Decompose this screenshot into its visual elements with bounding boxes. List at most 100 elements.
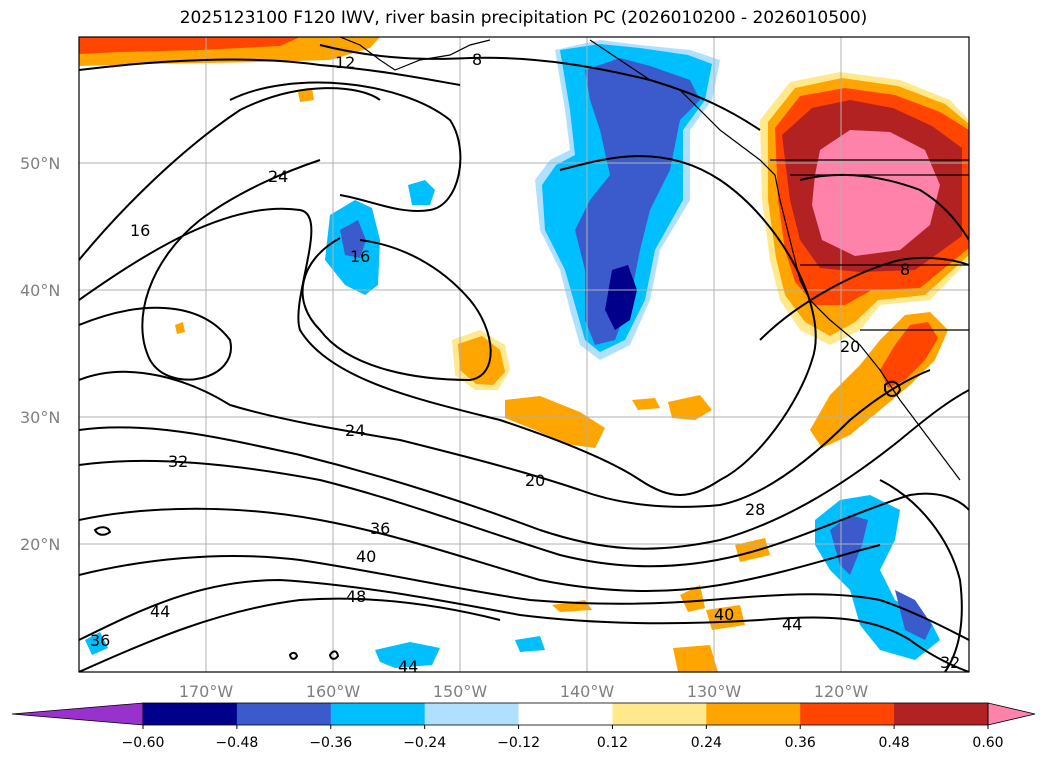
shade-orange-10 [298, 88, 314, 102]
shade-orange-1b [458, 336, 505, 385]
contour-label-20: 20 [525, 471, 545, 490]
colorbar-segment [424, 703, 520, 725]
shade-bottom-cyan-1 [375, 642, 440, 668]
colorbar-segment [518, 703, 613, 725]
lon-label-160w: 160°W [306, 682, 361, 701]
colorbar-segment [612, 703, 707, 725]
shade-orange-7 [706, 605, 745, 630]
contour-label-8b: 8 [900, 260, 910, 279]
contour-32 [79, 460, 969, 568]
contour-16-inner [301, 237, 492, 382]
contour-36 [79, 507, 881, 593]
contour-upper-loop [229, 81, 462, 212]
colorbar-extend-high [987, 702, 1036, 726]
colorbar-tick-label: 0.24 [691, 735, 722, 751]
iwv-contours [79, 44, 969, 672]
contour-24 [79, 159, 321, 381]
colorbar-segment [800, 703, 895, 725]
contour-sm-2 [288, 651, 299, 660]
shade-orange-6 [680, 585, 705, 612]
shade-se-blue2 [895, 590, 932, 640]
shade-northwest-strip-core [79, 37, 300, 54]
shade-orange-4 [632, 398, 660, 410]
lat-label-20n: 20°N [20, 535, 60, 554]
contour-se [879, 479, 963, 672]
colorbar-tick-label: −0.24 [403, 735, 446, 751]
shade-bottom-cyan-2 [515, 636, 545, 652]
contour-label-32b: 32 [940, 653, 960, 672]
colorbar-segment [236, 703, 332, 725]
contour-12 [79, 58, 461, 86]
shade-pnw-pink [812, 130, 940, 256]
colorbar-tick-label: −0.36 [309, 735, 352, 751]
shade-se-blue [830, 515, 868, 575]
colorbar-tick-label: 0.60 [972, 735, 1003, 751]
contour-16-outer [79, 87, 381, 261]
map-frame [78, 36, 970, 673]
contour-label-36a: 36 [370, 519, 390, 538]
shade-orange-3 [668, 395, 712, 420]
shade-socal-red [880, 322, 938, 388]
lon-labels: 170°W 160°W 150°W 140°W 130°W 120°W [179, 682, 869, 701]
contour-east [759, 256, 969, 341]
contour-label-16b: 16 [350, 247, 370, 266]
contour-label-16a: 16 [130, 221, 150, 240]
shade-gulf-blue [575, 58, 700, 345]
contour-label-20b: 20 [840, 337, 860, 356]
shade-orange-2 [505, 396, 605, 448]
lat-label-40n: 40°N [20, 281, 60, 300]
contour-sm-4 [884, 380, 902, 397]
contour-label-44c: 44 [782, 615, 802, 634]
contour-label-12: 12 [335, 53, 355, 72]
contour-40 [79, 554, 969, 641]
contour-label-40a: 40 [356, 547, 376, 566]
contour-label-8: 8 [472, 50, 482, 69]
contour-label-48: 48 [346, 587, 366, 606]
colorbar-tick-label: 0.36 [785, 735, 816, 751]
shade-orange-small-sw [175, 322, 185, 334]
contour-pnw-inner [799, 173, 969, 241]
contour-label-44b: 44 [398, 657, 418, 676]
contour-sm-3 [93, 526, 112, 536]
shaded-regions [79, 37, 969, 672]
shade-central-blue [340, 220, 366, 258]
colorbar-tick-label: −0.12 [497, 735, 540, 751]
contour-24b [79, 369, 931, 508]
lat-labels: 50°N 40°N 30°N 20°N [20, 154, 60, 554]
colorbar-tick-label: −0.48 [215, 735, 258, 751]
colorbar-tick-label: −0.60 [122, 735, 165, 751]
colorbar-tick-label: 0.48 [879, 735, 910, 751]
map-title: 2025123100 F120 IWV, river basin precipi… [179, 8, 868, 28]
shade-orange-9 [673, 645, 718, 672]
contour-labels: 8 12 16 16 24 24 20 28 32 32 36 36 40 40… [90, 50, 960, 676]
lon-label-170w: 170°W [179, 682, 234, 701]
colorbar-segment [330, 703, 426, 725]
contour-label-24a: 24 [268, 167, 288, 186]
colorbar-frame [142, 702, 989, 726]
contour-label-32a: 32 [168, 452, 188, 471]
lat-label-30n: 30°N [20, 408, 60, 427]
lon-label-120w: 120°W [814, 682, 869, 701]
contour-label-40b: 40 [714, 605, 734, 624]
gridlines [79, 37, 969, 672]
contour-48 [79, 597, 501, 672]
colorbar-extend-low [11, 702, 144, 726]
contour-label-44a: 44 [150, 602, 170, 621]
contour-label-36b: 36 [90, 631, 110, 650]
lat-label-50n: 50°N [20, 154, 60, 173]
lon-label-130w: 130°W [687, 682, 742, 701]
contour-sm-1 [328, 650, 340, 660]
lon-label-150w: 150°W [433, 682, 488, 701]
map-panel: 8 12 16 16 24 24 20 28 32 32 36 36 40 40… [78, 36, 970, 676]
contour-8-north [319, 44, 761, 131]
contour-label-28: 28 [745, 500, 765, 519]
colorbar-segment [706, 703, 801, 725]
contour-20 [79, 155, 817, 496]
contour-44 [79, 578, 969, 672]
shade-bottom-cyan-3 [85, 632, 108, 655]
colorbar-segment [143, 703, 238, 725]
colorbar-segment [894, 703, 989, 725]
colorbar: −0.60 −0.48 −0.36 −0.24 −0.12 0.12 0.24 0.36 0.4… [11, 702, 1036, 751]
colorbar-tick-label: 0.12 [597, 735, 628, 751]
